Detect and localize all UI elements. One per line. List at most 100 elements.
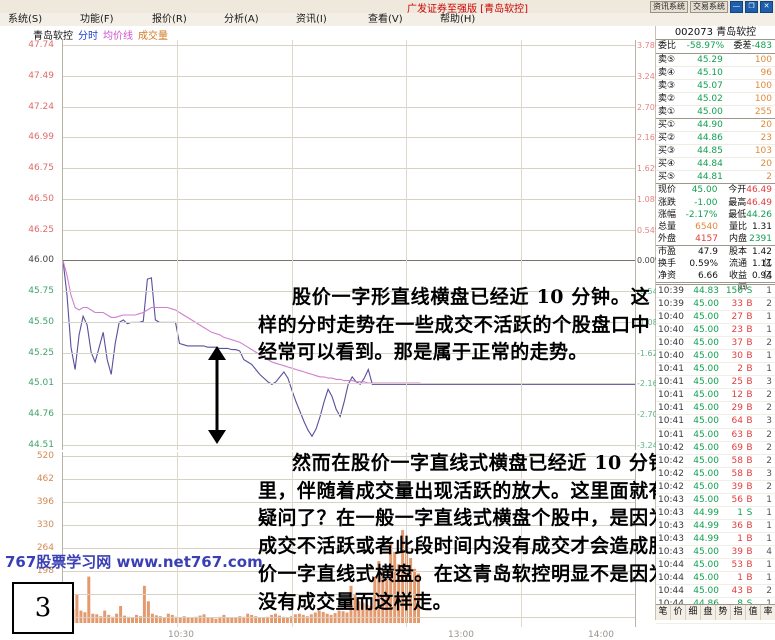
gridline [63, 76, 635, 77]
panel-tab-bar[interactable]: 笔价细盘势指值率 [656, 604, 775, 620]
tick-row[interactable]: 10:41 45.00 64 B 3 [656, 415, 775, 429]
volume-bar [377, 561, 381, 623]
panel-tab-0[interactable]: 笔 [656, 605, 671, 620]
info-system-button[interactable]: 资讯系统 [650, 1, 688, 13]
gridline-v [177, 452, 178, 627]
menu-item-3[interactable]: 分析(A) [224, 14, 259, 25]
volume-tick-0: 520 [36, 451, 54, 461]
close-icon[interactable]: ✕ [760, 1, 773, 13]
tick-row[interactable]: 10:42 45.00 39 B 2 [656, 481, 775, 494]
gridline [63, 322, 635, 323]
tick-row[interactable]: 10:44 45.00 53 B 1 [656, 559, 775, 573]
panel-tab-2[interactable]: 细 [686, 605, 701, 620]
ask-row[interactable]: 卖⑤ 45.29 100 [656, 54, 775, 67]
ask-row[interactable]: 卖① 45.00 255 [656, 106, 775, 119]
volume-bar [337, 610, 341, 623]
panel-tab-4[interactable]: 势 [716, 605, 731, 620]
tick-row[interactable]: 10:4544.9022B1 [656, 624, 775, 625]
tick-row[interactable]: 10:41 45.00 29 B 2 [656, 402, 775, 416]
tick-list[interactable]: 10:39 44.83 150 S 1 10:39 45.00 33 B 2 10:40 45.00 2… [656, 284, 775, 625]
tick-row[interactable]: 10:43 45.00 39 B 4 [656, 546, 775, 559]
menu-item-5[interactable]: 查看(V) [368, 14, 403, 25]
level-label: 卖① [658, 106, 676, 117]
ask-book[interactable]: 卖⑤ 45.29 100 卖④ 45.10 96 卖③ 45.07 100 卖② 45.02 100 卖… [656, 54, 775, 119]
tick-row[interactable]: 10:43 45.00 56 B 1 [656, 494, 775, 507]
level-label: 买④ [658, 159, 676, 170]
level-price: 44.84 [697, 159, 723, 170]
tick-row[interactable]: 10:42 45.00 58 B 3 [656, 468, 775, 481]
price-range-arrow [208, 346, 226, 444]
bid-book[interactable]: 买① 44.90 20 买② 44.86 23 买③ 44.85 103 买④ 44.84 20 买⑤ 4… [656, 119, 775, 185]
tick-row[interactable]: 10:43 44.99 36 B 1 [656, 520, 775, 533]
percent-tick-2: 2.70% [637, 103, 663, 112]
tick-row[interactable]: 10:41 45.00 63 B 2 [656, 429, 775, 442]
percent-tick-0: 3.78% [637, 41, 663, 50]
tick-row[interactable]: 10:41 45.00 2 B 1 [656, 363, 775, 377]
ask-row[interactable]: 卖④ 45.10 96 [656, 67, 775, 80]
bid-row[interactable]: 买③ 44.85 103 [656, 145, 775, 159]
volume-bar [131, 617, 134, 623]
tick-row[interactable]: 10:39 45.00 33 B 2 [656, 298, 775, 312]
panel-tab-6[interactable]: 值 [746, 605, 761, 620]
maximize-icon[interactable]: ❐ [745, 1, 758, 13]
panel-tab-5[interactable]: 指 [731, 605, 746, 620]
stat-row: 现价 45.00 今开 46.49 [658, 185, 772, 196]
chart-tag-intraday: 分时 [78, 31, 98, 42]
menu-item-0[interactable]: 系统(S) [8, 14, 43, 25]
bid-row[interactable]: 买② 44.86 23 [656, 132, 775, 146]
tick-row[interactable]: 10:44 45.00 43 B 2 [656, 585, 775, 599]
bid-row[interactable]: 买① 44.90 20 [656, 119, 775, 133]
panel-tab-7[interactable]: 率 [763, 607, 773, 617]
gridline [63, 291, 635, 292]
tick-row[interactable]: 10:40 45.00 27 B 1 [656, 311, 775, 325]
tick-row[interactable]: 10:40 45.00 30 B 1 [656, 350, 775, 364]
volume-bar [409, 558, 413, 623]
level-price: 44.85 [697, 146, 723, 157]
volume-bar [119, 606, 123, 623]
panel-tab-3[interactable]: 盘 [701, 605, 716, 620]
tick-row[interactable]: 10:40 45.00 23 B 1 [656, 324, 775, 338]
volume-tick-2: 396 [36, 497, 54, 507]
volume-bar [270, 614, 274, 623]
panel-tab-1[interactable]: 价 [671, 605, 686, 620]
volume-plot[interactable] [62, 452, 636, 627]
price-tick-4: 46.75 [28, 163, 54, 173]
gridline [63, 168, 635, 169]
percent-tick-11: -2.16% [637, 379, 666, 388]
menu-item-6[interactable]: 帮助(H) [440, 14, 476, 25]
tick-row[interactable]: 10:44 45.00 1 B 1 [656, 572, 775, 586]
ask-row[interactable]: 卖② 45.02 100 [656, 93, 775, 106]
gridline [63, 548, 635, 549]
menu-bar: 系统(S) 功能(F) 报价(R) 分析(A) 资讯(I) 查看(V) 帮助(H) [0, 13, 775, 27]
minimize-icon[interactable]: — [730, 1, 743, 13]
tick-row[interactable]: 10:42 45.00 69 B 2 [656, 442, 775, 455]
volume-bar [401, 530, 405, 623]
tick-row[interactable]: 10:43 44.99 1 S 1 [656, 507, 775, 520]
volume-bar [222, 614, 226, 623]
volume-bar [317, 610, 321, 623]
trade-system-button[interactable]: 交易系统 [690, 1, 728, 13]
tick-row[interactable]: 10:43 44.99 1 B 1 [656, 533, 775, 546]
volume-bar [246, 613, 250, 623]
bid-row[interactable]: 买⑤ 44.81 2 [656, 171, 775, 185]
price-tick-6: 46.25 [28, 225, 54, 235]
price-plot[interactable] [62, 40, 636, 450]
menu-item-2[interactable]: 报价(R) [152, 14, 187, 25]
menu-item-1[interactable]: 功能(F) [80, 14, 114, 25]
price-tick-1: 47.49 [28, 71, 54, 81]
price-tick-3: 46.99 [28, 132, 54, 142]
level-label: 卖⑤ [658, 54, 676, 65]
chart-header: 青岛软控 分时 均价线 成交量 [33, 27, 168, 42]
menu-item-4[interactable]: 资讯(I) [296, 14, 327, 25]
tick-row[interactable]: 10:41 45.00 25 B 3 [656, 376, 775, 390]
volume-bar [210, 618, 214, 623]
volume-tick-1: 462 [36, 474, 54, 484]
bid-row[interactable]: 买④ 44.84 20 [656, 158, 775, 172]
volume-bar [309, 614, 313, 623]
tick-row[interactable]: 10:40 45.00 37 B 2 [656, 337, 775, 351]
tick-row[interactable]: 10:39 44.83 150 S 1 [656, 285, 775, 299]
tick-row[interactable]: 10:41 45.00 12 B 2 [656, 389, 775, 403]
ask-row[interactable]: 卖③ 45.07 100 [656, 80, 775, 93]
tick-row[interactable]: 10:42 45.00 58 B 2 [656, 455, 775, 468]
